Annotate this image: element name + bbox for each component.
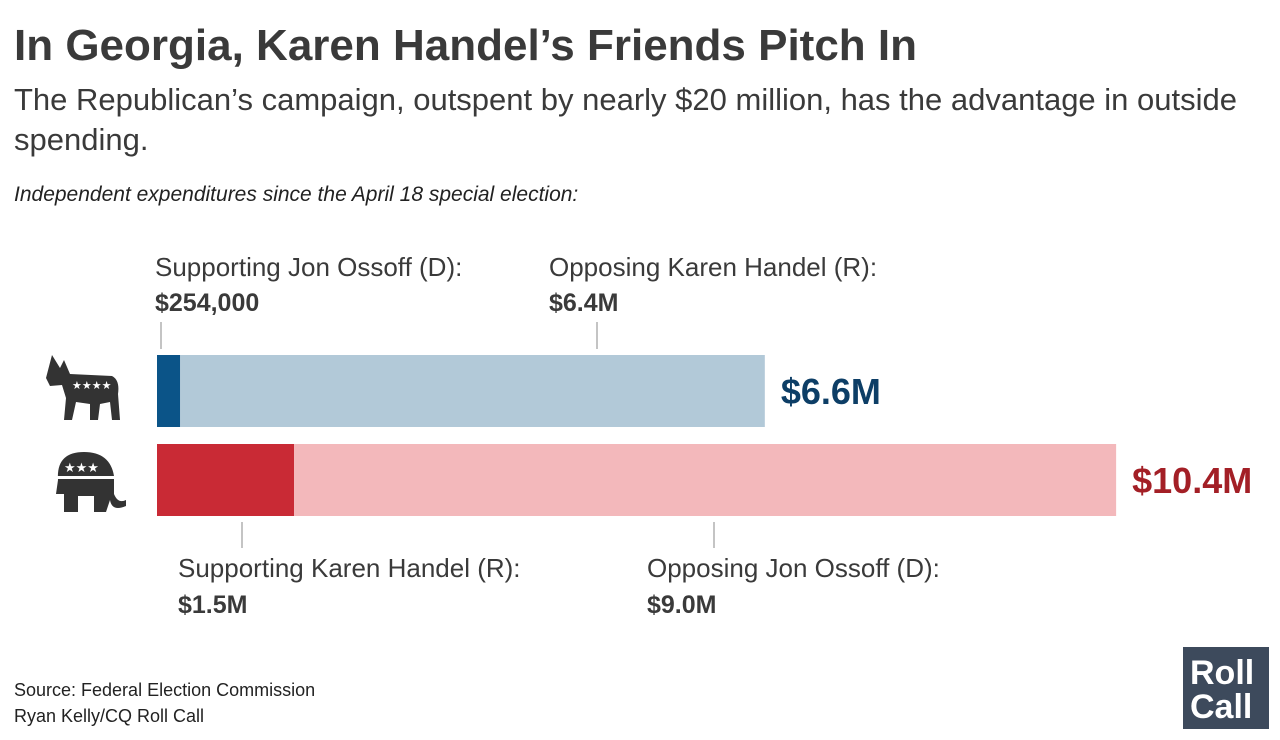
star: ★★★★ <box>72 380 112 392</box>
segment-label: Opposing Jon Ossoff (D): <box>647 553 940 583</box>
segment-value: $1.5M <box>178 591 247 619</box>
elephant-icon: ★★★ <box>56 452 126 512</box>
total-label: $6.6M <box>781 371 881 412</box>
segment-value: $6.4M <box>549 289 618 317</box>
star: ★★★ <box>64 460 99 475</box>
segment-value: $9.0M <box>647 591 716 619</box>
credit: Ryan Kelly/CQ Roll Call <box>14 706 204 726</box>
segment-value: $254,000 <box>155 289 259 317</box>
subtitle-box: The Republican’s campaign, outspent by n… <box>14 82 1237 157</box>
segment-label: Supporting Karen Handel (R): <box>178 553 521 583</box>
segment-label: Opposing Karen Handel (R): <box>549 252 877 282</box>
total-label: $10.4M <box>1132 460 1252 501</box>
donkey-icon: ★★★★ <box>46 355 120 420</box>
bar-segment <box>157 444 295 516</box>
segment-label: Supporting Jon Ossoff (D): <box>155 252 462 282</box>
subtitle: The Republican’s campaign, outspent by n… <box>14 82 1237 157</box>
logo-box <box>1183 647 1269 729</box>
source: Source: Federal Election Commission <box>14 680 315 700</box>
note: Independent expenditures since the April… <box>14 183 578 206</box>
bar-segment <box>294 444 1117 516</box>
logo-text: Roll <box>1190 654 1254 692</box>
chart-title: In Georgia, Karen Handel’s Friends Pitch… <box>14 21 917 70</box>
bar-segment <box>180 355 765 427</box>
logo-text: Call <box>1190 688 1252 726</box>
bar-segment <box>157 355 181 427</box>
